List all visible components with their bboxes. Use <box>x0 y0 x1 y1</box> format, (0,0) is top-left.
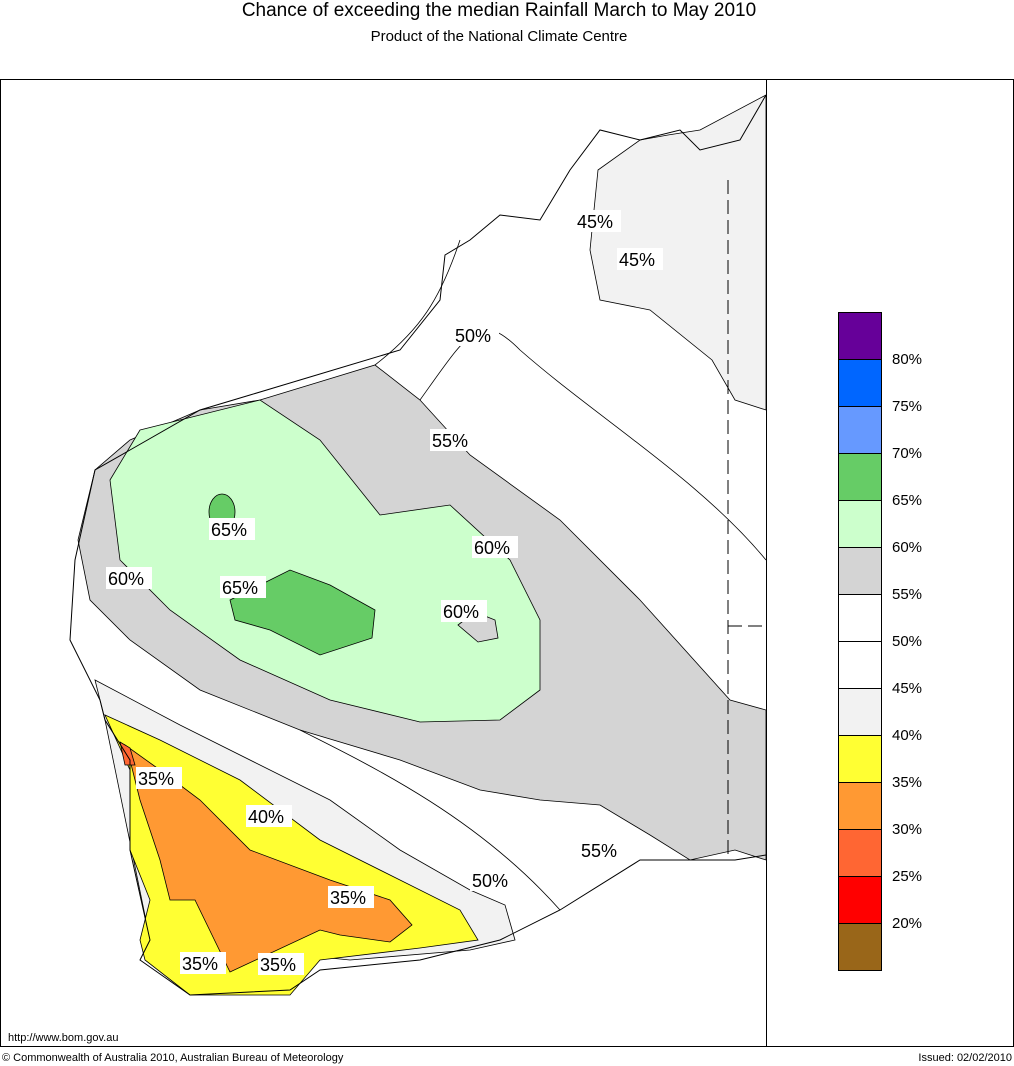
contour-label: 45% <box>617 248 663 270</box>
svg-text:35%: 35% <box>182 954 218 974</box>
contour-label: 40% <box>246 805 292 827</box>
legend-label: 35% <box>892 774 922 791</box>
source-url[interactable]: http://www.bom.gov.au <box>8 1032 119 1044</box>
legend-label: 65% <box>892 492 922 509</box>
legend-swatch <box>838 547 882 595</box>
contour-label: 65% <box>209 518 255 540</box>
legend-label: 40% <box>892 727 922 744</box>
contour-label: 50% <box>453 324 499 346</box>
legend-swatch <box>838 688 882 736</box>
legend-label: 50% <box>892 633 922 650</box>
svg-text:45%: 45% <box>619 250 655 270</box>
legend-swatch <box>838 923 882 971</box>
map-subtitle: Product of the National Climate Centre <box>370 28 628 45</box>
region-30-35 <box>124 743 413 973</box>
region-40-45-north <box>589 94 767 411</box>
svg-text:60%: 60% <box>108 569 144 589</box>
legend-swatch <box>838 641 882 689</box>
svg-text:55%: 55% <box>581 841 617 861</box>
legend-swatch <box>838 359 882 407</box>
svg-text:50%: 50% <box>455 326 491 346</box>
svg-text:65%: 65% <box>222 578 258 598</box>
svg-text:50%: 50% <box>472 871 508 891</box>
contour-label: 35% <box>328 886 374 908</box>
contour-label: 50% <box>470 869 516 891</box>
svg-text:35%: 35% <box>138 769 174 789</box>
contour-label: 45% <box>575 210 621 232</box>
legend-label: 60% <box>892 539 922 556</box>
legend-swatch <box>838 594 882 642</box>
svg-text:60%: 60% <box>474 538 510 558</box>
region-25-30 <box>119 741 136 766</box>
legend-swatch <box>838 453 882 501</box>
svg-text:65%: 65% <box>211 520 247 540</box>
svg-text:45%: 45% <box>577 212 613 232</box>
legend-swatch <box>838 735 882 783</box>
svg-text:40%: 40% <box>248 807 284 827</box>
legend-label: 70% <box>892 445 922 462</box>
svg-text:60%: 60% <box>443 602 479 622</box>
legend-label: 25% <box>892 868 922 885</box>
issued-date: Issued: 02/02/2010 <box>918 1052 1012 1064</box>
legend-label: 55% <box>892 586 922 603</box>
legend-swatch <box>838 782 882 830</box>
legend-swatch <box>838 406 882 454</box>
contour-label: 35% <box>136 767 182 789</box>
legend-swatch <box>838 500 882 548</box>
contour-label: 65% <box>220 576 266 598</box>
map-title: Chance of exceeding the median Rainfall … <box>241 0 757 21</box>
legend-swatch <box>838 876 882 924</box>
contour-label: 60% <box>106 567 152 589</box>
shaded-regions <box>77 94 767 996</box>
contour-label: 55% <box>430 429 476 451</box>
contour-label: 60% <box>441 600 487 622</box>
contour-label: 55% <box>579 839 625 861</box>
legend-label: 45% <box>892 680 922 697</box>
copyright: © Commonwealth of Australia 2010, Austra… <box>2 1052 344 1064</box>
legend-label: 30% <box>892 821 922 838</box>
state-border <box>727 180 766 860</box>
legend-swatch <box>838 312 882 360</box>
legend-label: 80% <box>892 351 922 368</box>
svg-text:35%: 35% <box>260 955 296 975</box>
contour-label: 35% <box>180 952 226 974</box>
contour-label: 35% <box>258 953 304 975</box>
legend-label: 75% <box>892 398 922 415</box>
contour-label-group: 45% 45% 50% 55% 60% 65% 65% 60% 60% 35% … <box>106 210 663 975</box>
svg-text:55%: 55% <box>432 431 468 451</box>
coastline <box>69 94 767 996</box>
legend: 80% 75% 70% 65% 60% 55% 50% 45% 40% 35% 30% 25% 20% <box>838 312 922 971</box>
region-65-70 <box>229 569 376 656</box>
svg-text:35%: 35% <box>330 888 366 908</box>
legend-swatch <box>838 829 882 877</box>
legend-label: 20% <box>892 915 922 932</box>
contour-label: 60% <box>472 536 518 558</box>
